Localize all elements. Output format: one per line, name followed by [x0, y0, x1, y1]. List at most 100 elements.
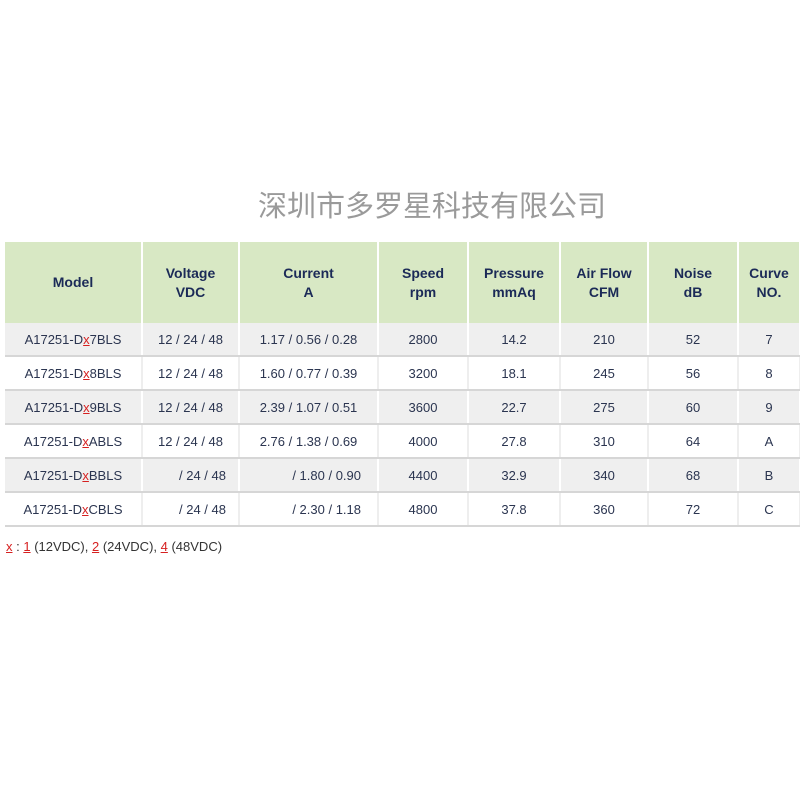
- cell-noise: 56: [648, 356, 739, 391]
- header-line1: Current: [283, 264, 334, 281]
- footnote: x : 1 (12VDC), 2 (24VDC), 4 (48VDC): [6, 539, 222, 554]
- note-v2: 2: [91, 539, 100, 554]
- model-prefix: A17251-D: [24, 399, 84, 415]
- cell-speed: 4800: [378, 492, 469, 527]
- header-line1: Pressure: [484, 264, 544, 281]
- table-row: A17251-DxABLS 12 / 24 / 48 2.76 / 1.38 / 0…: [5, 424, 800, 459]
- header-line1: Noise: [673, 264, 713, 281]
- cell-voltage: 12 / 24 / 48: [142, 356, 240, 391]
- cell-current: 1.17 / 0.56 / 0.28: [239, 323, 379, 357]
- note-t2: (24VDC),: [99, 539, 161, 554]
- note-v1: 1: [23, 539, 31, 554]
- cell-current: 1.60 / 0.77 / 0.39: [239, 356, 379, 391]
- header-line2: A: [303, 283, 314, 300]
- model-x: x: [83, 365, 90, 381]
- model-suffix: BBLS: [88, 467, 123, 483]
- cell-model: A17251-Dx9BLS: [5, 390, 143, 425]
- cell-speed: 2800: [378, 323, 469, 357]
- cell-pressure: 14.2: [468, 323, 561, 357]
- cell-curve: B: [738, 458, 800, 493]
- note-t1: (12VDC),: [30, 539, 92, 554]
- model-x: x: [82, 433, 89, 449]
- column-header: Speed rpm: [378, 242, 469, 323]
- column-header: Air Flow CFM: [560, 242, 649, 323]
- table-header: Model Voltage VDC Current A Speed rpm Pressure m…: [5, 242, 800, 323]
- note-v4: 4: [160, 539, 168, 554]
- cell-curve: 7: [738, 323, 800, 357]
- cell-pressure: 27.8: [468, 424, 561, 459]
- cell-model: A17251-DxABLS: [5, 424, 143, 459]
- table-row: A17251-DxBBLS/ 24 / 48/ 1.80 / 0.90 4400 3…: [5, 458, 800, 493]
- model-prefix: A17251-D: [24, 331, 84, 347]
- column-header: Voltage VDC: [142, 242, 240, 323]
- table-row: A17251-DxCBLS/ 24 / 48/ 2.30 / 1.18 4800 3…: [5, 492, 800, 527]
- column-header: Current A: [239, 242, 379, 323]
- note-x: x: [6, 539, 13, 554]
- cell-model: A17251-DxBBLS: [5, 458, 143, 493]
- cell-voltage: / 24 / 48: [142, 492, 240, 527]
- cell-pressure: 22.7: [468, 390, 561, 425]
- column-header: Model: [5, 242, 143, 323]
- cell-airflow: 310: [560, 424, 649, 459]
- table-row: A17251-Dx9BLS 12 / 24 / 48 2.39 / 1.07 / 0…: [5, 390, 800, 425]
- table-row: A17251-Dx8BLS 12 / 24 / 48 1.60 / 0.77 / 0…: [5, 356, 800, 391]
- cell-model: A17251-Dx7BLS: [5, 323, 143, 357]
- cell-noise: 60: [648, 390, 739, 425]
- header-line1: Air Flow: [576, 264, 632, 281]
- cell-voltage: 12 / 24 / 48: [142, 424, 240, 459]
- model-suffix: 9BLS: [89, 399, 122, 415]
- cell-model: A17251-Dx8BLS: [5, 356, 143, 391]
- header-line1: Model: [52, 274, 94, 290]
- cell-airflow: 210: [560, 323, 649, 357]
- cell-pressure: 32.9: [468, 458, 561, 493]
- cell-noise: 52: [648, 323, 739, 357]
- cell-pressure: 37.8: [468, 492, 561, 527]
- cell-current: / 2.30 / 1.18: [239, 492, 379, 527]
- model-suffix: ABLS: [88, 433, 123, 449]
- cell-airflow: 275: [560, 390, 649, 425]
- cell-speed: 4000: [378, 424, 469, 459]
- model-suffix: 8BLS: [89, 365, 122, 381]
- cell-noise: 68: [648, 458, 739, 493]
- column-header: Noise dB: [648, 242, 739, 323]
- column-header: Pressure mmAq: [468, 242, 561, 323]
- header-line2: mmAq: [492, 283, 536, 300]
- cell-speed: 3600: [378, 390, 469, 425]
- cell-voltage: 12 / 24 / 48: [142, 390, 240, 425]
- cell-curve: 8: [738, 356, 800, 391]
- model-x: x: [83, 331, 90, 347]
- header-line1: Curve: [749, 264, 789, 281]
- note-sep: :: [12, 539, 24, 554]
- spec-table: Model Voltage VDC Current A Speed rpm Pressure m…: [5, 242, 800, 527]
- cell-speed: 4400: [378, 458, 469, 493]
- cell-voltage: / 24 / 48: [142, 458, 240, 493]
- model-x: x: [83, 399, 90, 415]
- model-prefix: A17251-D: [23, 467, 83, 483]
- header-line1: Speed: [401, 264, 444, 281]
- watermark: 深圳市多罗星科技有限公司: [258, 189, 607, 223]
- note-t4: (48VDC): [167, 539, 223, 554]
- cell-noise: 72: [648, 492, 739, 527]
- header-line2: rpm: [409, 283, 437, 300]
- model-prefix: A17251-D: [23, 501, 83, 517]
- model-x: x: [82, 501, 89, 517]
- cell-model: A17251-DxCBLS: [5, 492, 143, 527]
- cell-current: 2.39 / 1.07 / 0.51: [239, 390, 379, 425]
- cell-airflow: 245: [560, 356, 649, 391]
- cell-curve: 9: [738, 390, 800, 425]
- cell-airflow: 340: [560, 458, 649, 493]
- cell-pressure: 18.1: [468, 356, 561, 391]
- model-prefix: A17251-D: [24, 365, 84, 381]
- cell-airflow: 360: [560, 492, 649, 527]
- header-line2: dB: [683, 283, 703, 300]
- header-line1: Voltage: [165, 264, 216, 281]
- cell-noise: 64: [648, 424, 739, 459]
- header-line2: NO.: [756, 283, 782, 300]
- model-x: x: [82, 467, 89, 483]
- cell-speed: 3200: [378, 356, 469, 391]
- cell-curve: A: [738, 424, 800, 459]
- cell-current: 2.76 / 1.38 / 0.69: [239, 424, 379, 459]
- cell-curve: C: [738, 492, 800, 527]
- model-suffix: 7BLS: [89, 331, 122, 347]
- cell-voltage: 12 / 24 / 48: [142, 323, 240, 357]
